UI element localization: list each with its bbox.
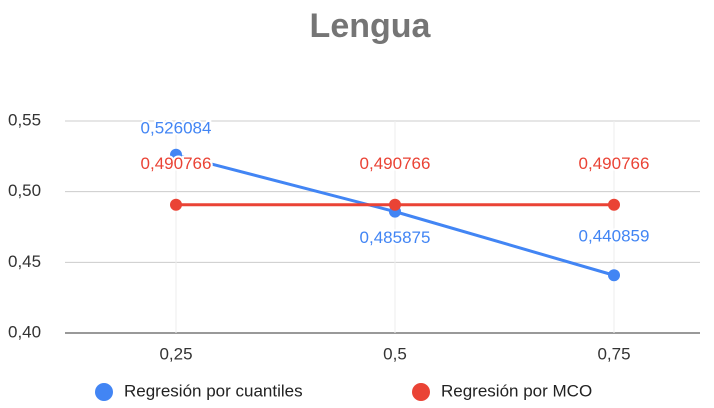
y-tick-label: 0,45 (8, 252, 41, 271)
y-tick-label: 0,55 (8, 110, 41, 129)
legend-marker (95, 383, 113, 401)
chart-title: Lengua (310, 7, 432, 45)
data-label: 0,490766 (360, 154, 431, 173)
x-tick-label: 0,25 (159, 344, 192, 363)
y-tick-label: 0,50 (8, 181, 41, 200)
data-point (608, 198, 620, 211)
data-label: 0,526084 (141, 118, 212, 137)
legend-marker (412, 383, 430, 401)
x-tick-label: 0,75 (597, 344, 630, 363)
y-tick-label: 0,40 (8, 322, 41, 341)
data-point (170, 198, 182, 211)
legend-label: Regresión por MCO (441, 381, 592, 400)
x-tick-label: 0,5 (383, 344, 407, 363)
data-point (389, 198, 401, 211)
data-point (608, 269, 620, 282)
data-point (170, 148, 182, 161)
data-label: 0,490766 (579, 154, 650, 173)
data-label: 0,440859 (579, 227, 650, 246)
data-label: 0,490766 (141, 154, 212, 173)
data-label: 0,485875 (360, 228, 431, 247)
legend-label: Regresión por cuantiles (124, 381, 303, 400)
